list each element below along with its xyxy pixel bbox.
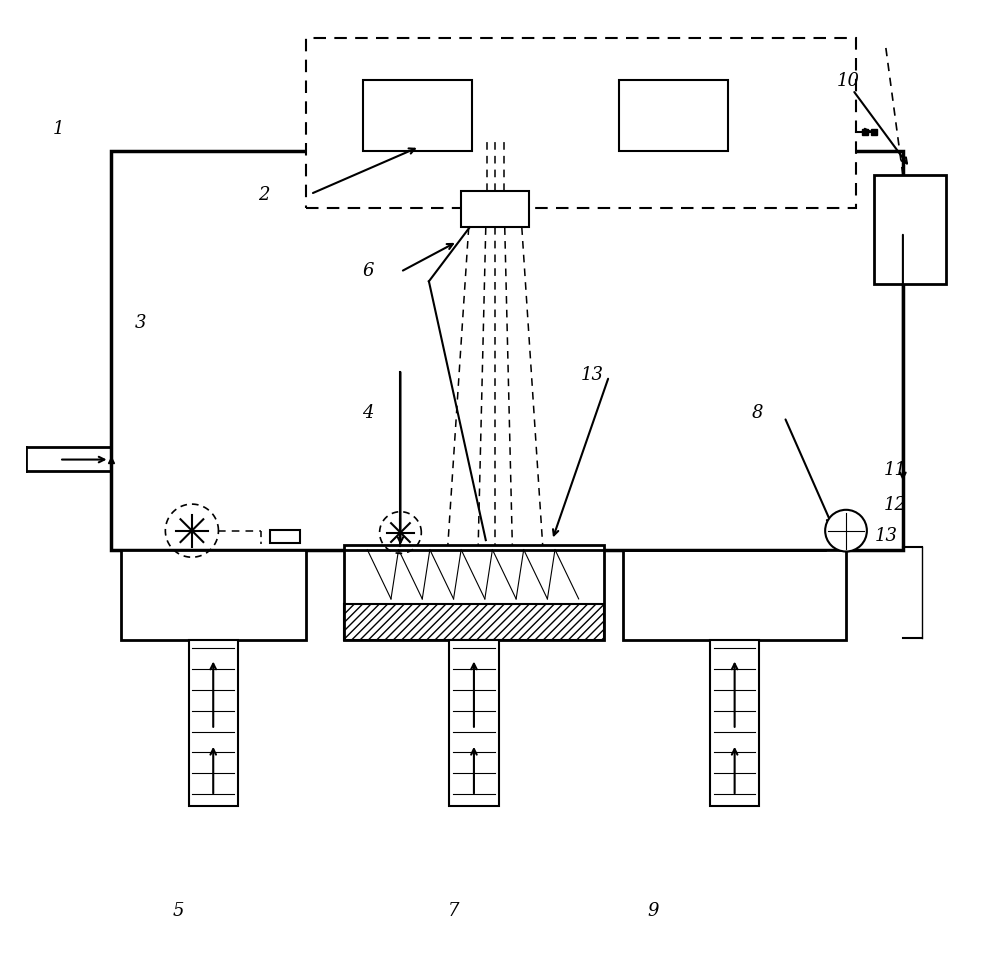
Bar (189, 640, 238, 806)
Bar (344, 604, 604, 640)
Text: 13: 13 (874, 527, 897, 544)
Bar (710, 640, 759, 806)
Text: 12: 12 (884, 495, 907, 513)
Bar (111, 152, 903, 550)
Bar (874, 176, 946, 285)
Bar (449, 640, 499, 806)
Text: 2: 2 (258, 186, 270, 203)
Text: 1: 1 (53, 119, 64, 138)
Bar (344, 545, 604, 640)
Text: 13: 13 (581, 365, 604, 384)
Text: 4: 4 (363, 404, 374, 421)
Bar (306, 39, 856, 209)
Bar (623, 550, 846, 640)
Bar (121, 550, 306, 640)
Text: 3: 3 (135, 314, 147, 331)
Bar (270, 531, 300, 543)
Bar (363, 81, 472, 152)
Text: 6: 6 (363, 262, 374, 279)
Bar (461, 192, 529, 228)
Text: 9: 9 (647, 901, 658, 918)
Text: 7: 7 (448, 901, 459, 918)
Text: 8: 8 (751, 404, 763, 421)
Text: 5: 5 (173, 901, 184, 918)
Text: 11: 11 (884, 460, 907, 479)
Bar (618, 81, 728, 152)
Text: 10: 10 (837, 72, 860, 90)
Circle shape (825, 510, 867, 552)
